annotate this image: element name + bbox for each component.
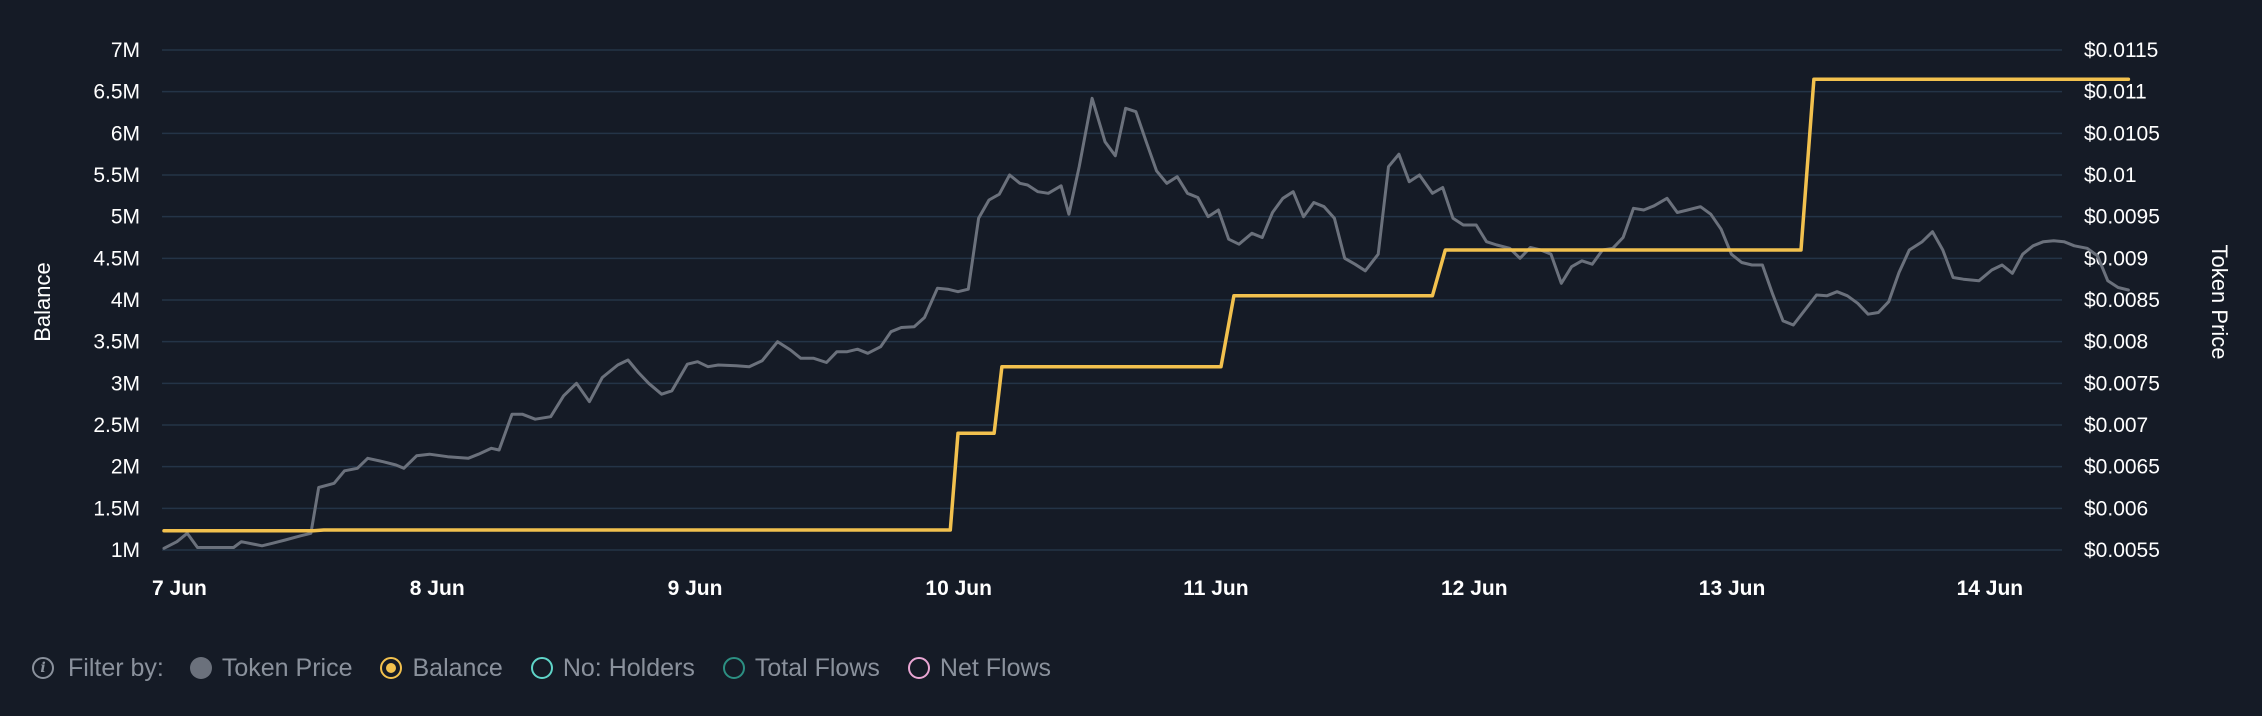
- x-tick-label: 11 Jun: [1183, 577, 1248, 600]
- right-axis-ticks: $0.0055 $0.006 $0.0065 $0.007 $0.0075 $0.008 $…: [2084, 39, 2160, 562]
- filter-label: Filter by:: [68, 653, 164, 682]
- empty-dot-icon: [907, 657, 930, 679]
- legend-label-balance: Balance: [412, 653, 503, 682]
- legend-label-total-flows: Total Flows: [754, 653, 880, 682]
- left-axis-ticks: 1M 1.5M 2M 2.5M 3M 3.5M 4M 4.5M 5M 5.5M 6M 6.5M 7M: [93, 39, 140, 562]
- left-tick-label: 3M: [111, 372, 140, 395]
- x-tick-label: 14 Jun: [1957, 577, 2024, 600]
- x-tick-label: 13 Jun: [1699, 577, 1766, 600]
- legend-item-token-price[interactable]: Token Price: [189, 653, 353, 683]
- left-tick-label: 1.5M: [93, 497, 140, 520]
- left-tick-label: 6.5M: [93, 81, 140, 104]
- right-tick-label: $0.0105: [2084, 122, 2160, 145]
- grid-lines: [162, 49, 2062, 551]
- left-tick-label: 4.5M: [93, 247, 140, 270]
- legend-item-net-flows[interactable]: Net Flows: [907, 653, 1052, 683]
- left-axis-title: Balance: [30, 262, 55, 342]
- filled-dot-icon: [189, 657, 212, 679]
- right-tick-label: $0.0075: [2084, 372, 2160, 395]
- right-tick-label: $0.01: [2084, 164, 2137, 187]
- legend-label-holders: No: Holders: [562, 653, 695, 682]
- left-tick-label: 1M: [111, 539, 140, 562]
- series-line-token-price: [162, 96, 2130, 550]
- right-axis-title: Token Price: [2207, 245, 2232, 360]
- series-line-balance: [162, 77, 2131, 533]
- left-tick-label: 3.5M: [93, 331, 140, 354]
- legend: i Filter by: Token Price Balance No: Hol…: [32, 652, 1079, 684]
- x-tick-label: 10 Jun: [925, 577, 992, 600]
- x-tick-label: 12 Jun: [1441, 577, 1508, 600]
- chart: 1M 1.5M 2M 2.5M 3M 3.5M 4M 4.5M 5M 5.5M 6M 6.5M 7M $…: [30, 39, 2232, 600]
- right-tick-label: $0.006: [2084, 497, 2148, 520]
- x-axis-ticks: 7 Jun 8 Jun 9 Jun 10 Jun 11 Jun 12 Jun 13 Jun 1…: [152, 577, 2023, 600]
- empty-dot-icon: [722, 657, 745, 679]
- right-tick-label: $0.0085: [2084, 289, 2160, 312]
- right-tick-label: $0.011: [2084, 81, 2147, 104]
- left-tick-label: 2.5M: [93, 414, 140, 437]
- right-tick-label: $0.007: [2084, 414, 2148, 437]
- x-tick-label: 7 Jun: [152, 577, 207, 600]
- right-tick-label: $0.0095: [2084, 206, 2160, 229]
- left-tick-label: 6M: [111, 122, 140, 145]
- x-tick-label: 8 Jun: [410, 577, 465, 600]
- left-tick-label: 2M: [111, 456, 140, 479]
- selected-dot-icon: [380, 657, 403, 679]
- right-tick-label: $0.0065: [2084, 456, 2160, 479]
- series-lines: [162, 77, 2131, 550]
- legend-item-total-flows[interactable]: Total Flows: [722, 653, 880, 683]
- info-icon[interactable]: i: [32, 657, 54, 679]
- legend-item-holders[interactable]: No: Holders: [530, 653, 695, 683]
- left-tick-label: 5M: [111, 206, 140, 229]
- legend-label-token-price: Token Price: [221, 653, 353, 682]
- legend-item-balance[interactable]: Balance: [380, 653, 503, 683]
- empty-dot-icon: [530, 657, 553, 679]
- right-tick-label: $0.0055: [2084, 539, 2160, 562]
- left-tick-label: 5.5M: [93, 164, 140, 187]
- right-tick-label: $0.008: [2084, 331, 2148, 354]
- right-tick-label: $0.009: [2084, 247, 2148, 270]
- left-tick-label: 7M: [111, 39, 140, 62]
- legend-label-net-flows: Net Flows: [939, 653, 1052, 682]
- right-tick-label: $0.0115: [2084, 39, 2158, 62]
- left-tick-label: 4M: [111, 289, 140, 312]
- x-tick-label: 9 Jun: [668, 577, 723, 600]
